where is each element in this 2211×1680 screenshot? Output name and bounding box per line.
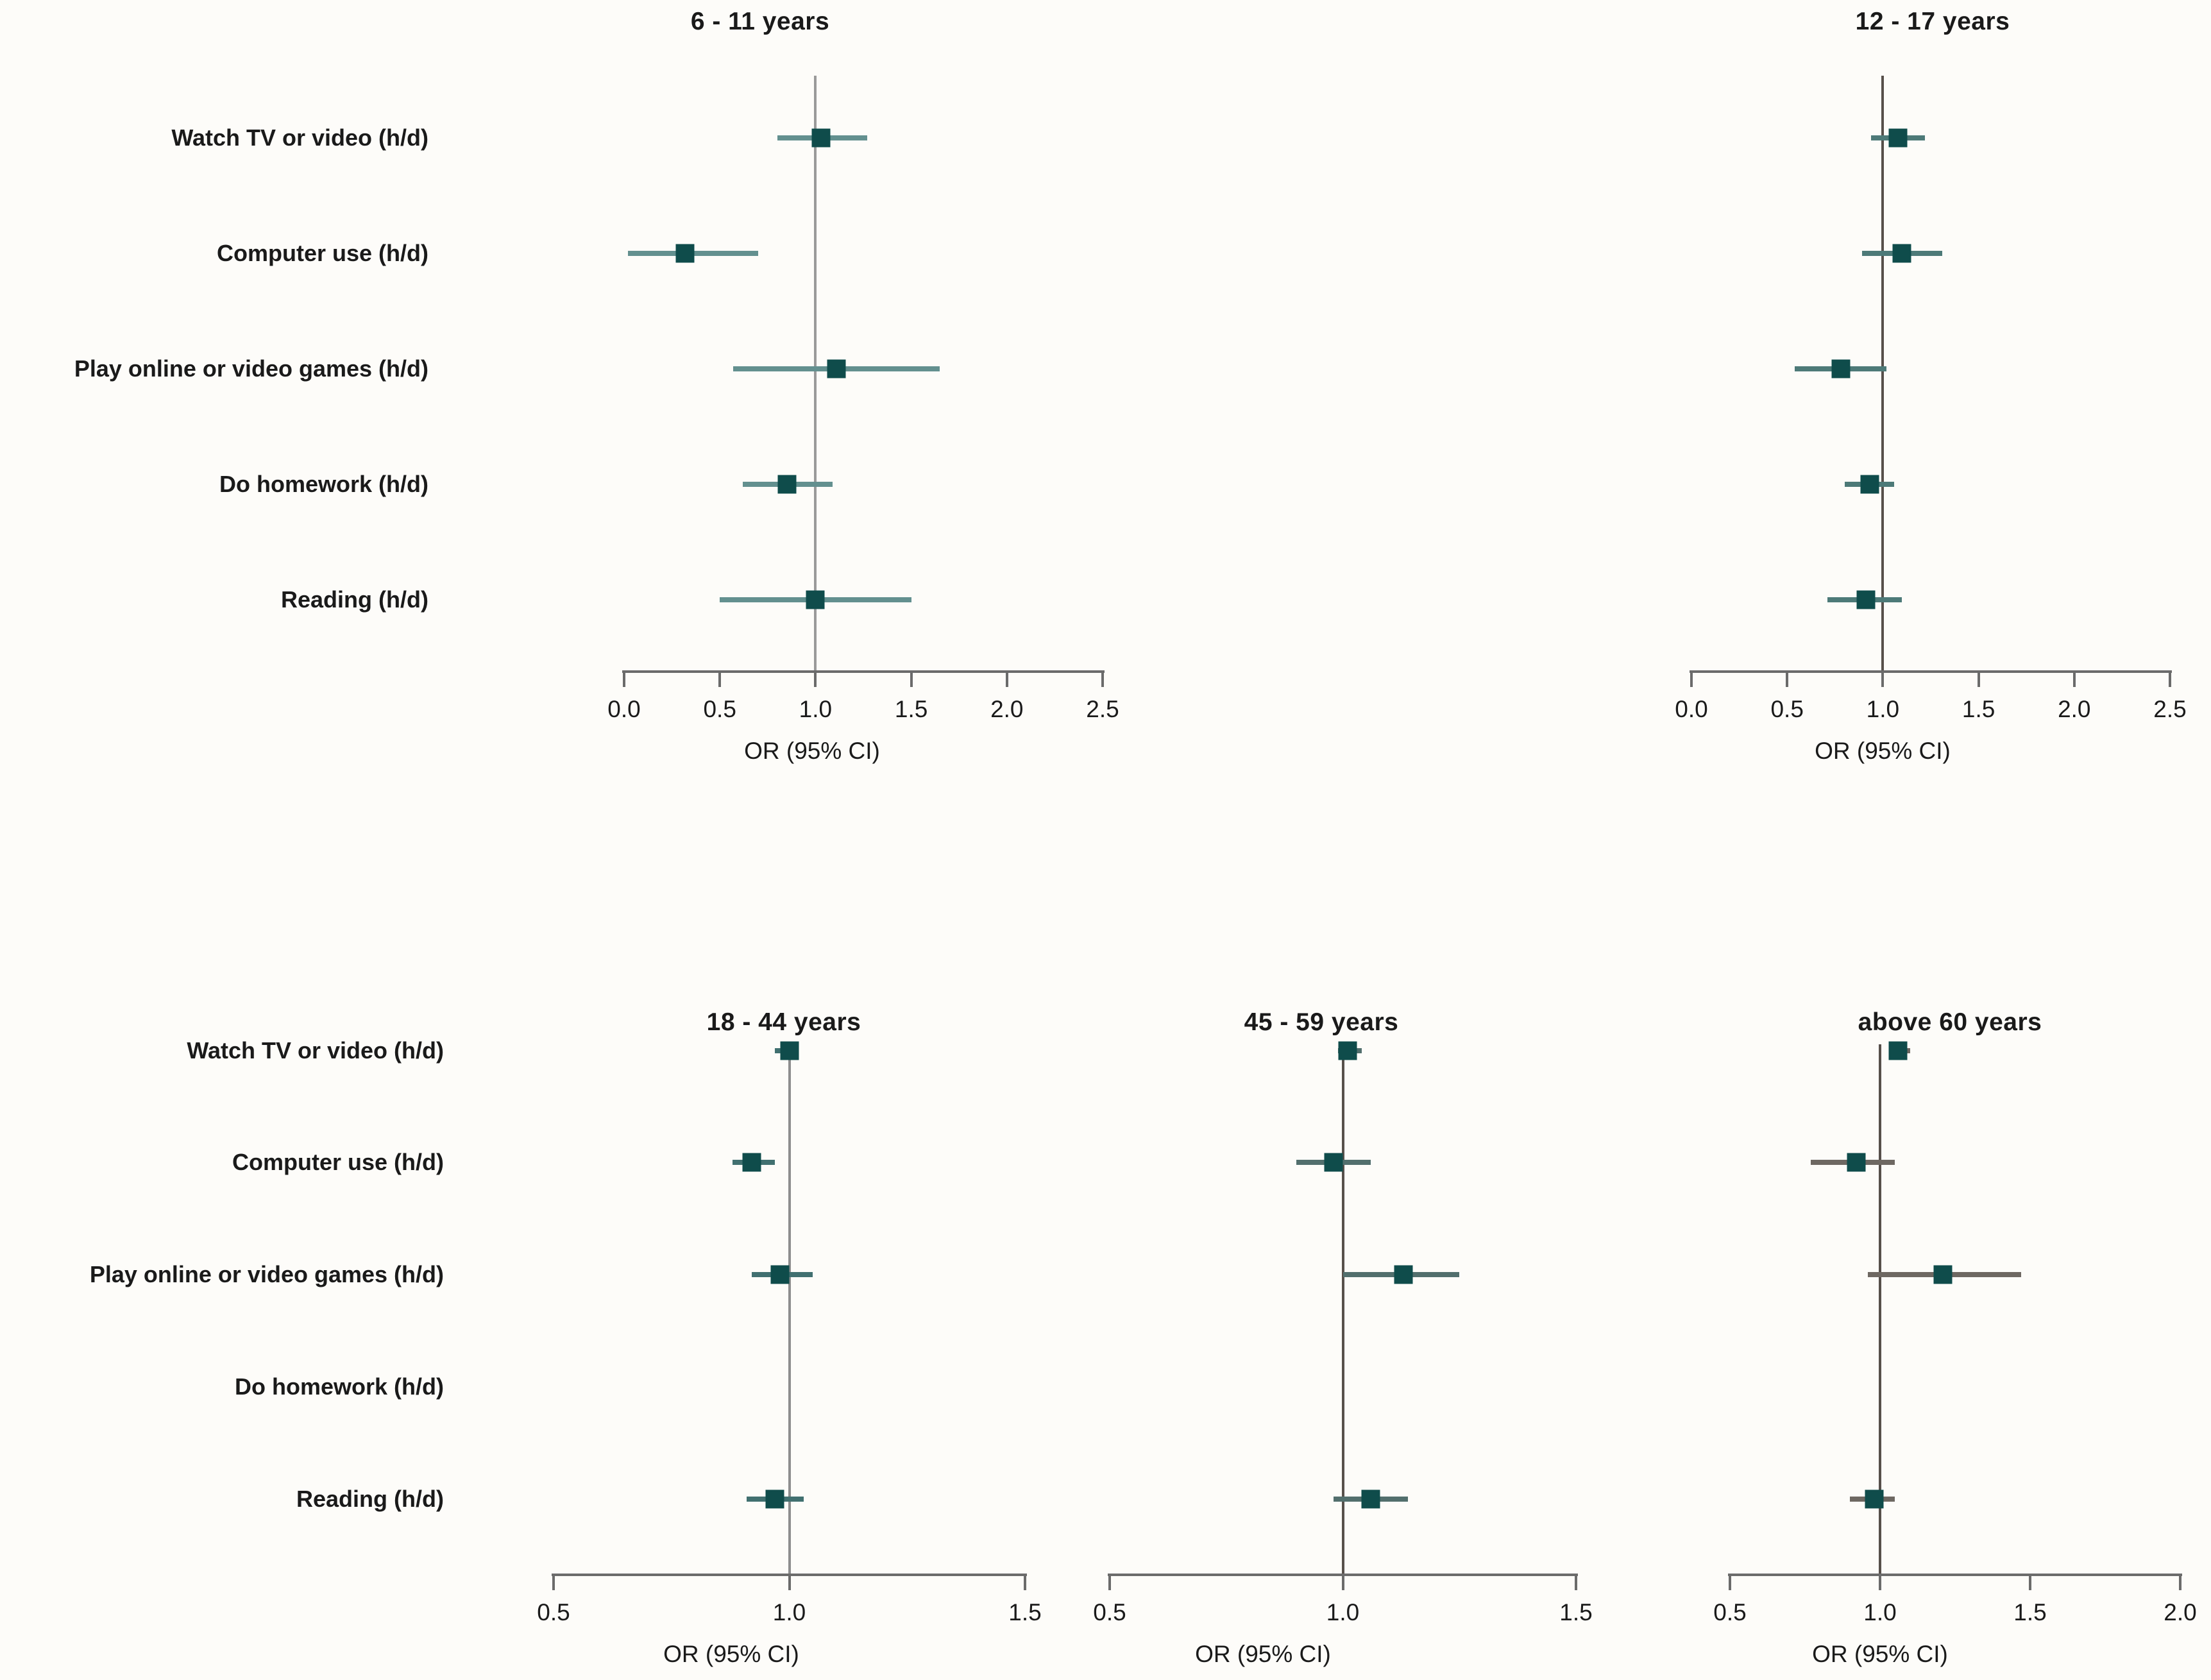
tick-label: 1.5 xyxy=(1961,696,1995,722)
panel-title: 45 - 59 years xyxy=(1244,1008,1399,1036)
forest-row-label: Reading (h/d) xyxy=(281,586,428,613)
tick-label: 1.0 xyxy=(1863,1599,1897,1625)
axis-tick xyxy=(1690,670,1693,687)
axis-tick xyxy=(1879,1574,1881,1590)
axis-tick xyxy=(2179,1574,2181,1590)
forest-row-label: Play online or video games (h/d) xyxy=(74,355,428,382)
tick-label: 0.0 xyxy=(1675,696,1708,722)
tick-label: 1.0 xyxy=(1866,696,1900,722)
or-point xyxy=(1888,128,1908,148)
axis-tick xyxy=(1786,670,1789,687)
x-axis-label: OR (95% CI) xyxy=(1195,1641,1331,1667)
tick-label: 0.0 xyxy=(607,696,641,722)
panel-title: above 60 years xyxy=(1858,1008,2042,1036)
or-point xyxy=(780,1041,799,1060)
forest-row-label: Play online or video games (h/d) xyxy=(89,1261,444,1287)
tick-label: 2.0 xyxy=(990,696,1024,722)
or-point xyxy=(1856,590,1876,609)
tick-label: 1.5 xyxy=(1559,1599,1593,1625)
reference-line xyxy=(1879,1044,1881,1574)
tick-label: 1.5 xyxy=(2013,1599,2047,1625)
tick-label: 1.5 xyxy=(894,696,928,722)
reference-line xyxy=(788,1044,791,1574)
reference-line xyxy=(1881,76,1885,670)
tick-label: 0.5 xyxy=(1093,1599,1126,1625)
or-point xyxy=(806,590,825,609)
axis-tick xyxy=(1341,1574,1344,1590)
tick-label: 0.5 xyxy=(537,1599,570,1625)
axis-tick xyxy=(1977,670,1980,687)
or-point xyxy=(1892,244,1911,263)
tick-label: 2.5 xyxy=(1086,696,1119,722)
axis-tick xyxy=(2169,670,2171,687)
forest-row-label: Watch TV or video (h/d) xyxy=(187,1037,444,1064)
or-point xyxy=(1394,1265,1413,1284)
or-point xyxy=(770,1265,790,1284)
axis-tick xyxy=(2029,1574,2031,1590)
tick-label: 0.5 xyxy=(1770,696,1804,722)
tick-label: 1.0 xyxy=(1326,1599,1360,1625)
x-axis xyxy=(1728,1574,2182,1576)
axis-tick xyxy=(910,670,913,687)
or-point xyxy=(1361,1489,1380,1509)
x-axis-label: OR (95% CI) xyxy=(1812,1641,1948,1667)
x-axis-label: OR (95% CI) xyxy=(1815,738,1951,764)
or-point xyxy=(1860,475,1879,494)
tick-label: 2.0 xyxy=(2058,696,2091,722)
axis-tick xyxy=(2072,670,2076,687)
tick-label: 0.5 xyxy=(703,696,736,722)
or-point xyxy=(1338,1041,1357,1060)
reference-line xyxy=(1341,1044,1344,1574)
or-point xyxy=(777,475,797,494)
or-point xyxy=(811,128,831,148)
axis-tick xyxy=(1024,1574,1026,1590)
or-point xyxy=(742,1153,761,1172)
or-point xyxy=(1888,1041,1908,1060)
or-point xyxy=(1831,359,1851,378)
axis-tick xyxy=(1108,1574,1111,1590)
tick-label: 1.5 xyxy=(1008,1599,1042,1625)
or-point xyxy=(1847,1153,1866,1172)
tick-label: 1.0 xyxy=(772,1599,806,1625)
or-point xyxy=(1324,1153,1343,1172)
forest-row-label: Computer use (h/d) xyxy=(217,240,428,266)
x-axis-label: OR (95% CI) xyxy=(744,738,880,764)
panel-title: 6 - 11 years xyxy=(690,8,830,35)
or-point xyxy=(1865,1489,1884,1509)
or-point xyxy=(675,244,695,263)
reference-line xyxy=(814,76,817,670)
forest-row-label: Reading (h/d) xyxy=(296,1486,444,1512)
panel-title: 18 - 44 years xyxy=(706,1008,861,1036)
tick-label: 1.0 xyxy=(799,696,833,722)
axis-tick xyxy=(814,670,817,687)
forest-row-label: Watch TV or video (h/d) xyxy=(171,124,428,151)
axis-tick xyxy=(1005,670,1008,687)
x-axis-label: OR (95% CI) xyxy=(663,1641,799,1667)
axis-tick xyxy=(1101,670,1104,687)
axis-tick xyxy=(718,670,722,687)
axis-tick xyxy=(1729,1574,1731,1590)
axis-tick xyxy=(788,1574,791,1590)
forest-row-label: Do homework (h/d) xyxy=(219,471,428,497)
x-axis xyxy=(1690,670,2172,673)
forest-row-label: Do homework (h/d) xyxy=(235,1373,444,1400)
or-point xyxy=(827,359,846,378)
or-point xyxy=(1933,1265,1953,1284)
tick-label: 2.0 xyxy=(2164,1599,2197,1625)
panel-title: 12 - 17 years xyxy=(1855,8,2010,35)
x-axis xyxy=(622,670,1105,673)
or-point xyxy=(765,1489,784,1509)
tick-label: 0.5 xyxy=(1713,1599,1747,1625)
axis-tick xyxy=(1575,1574,1577,1590)
forest-row-label: Computer use (h/d) xyxy=(232,1149,444,1175)
axis-tick xyxy=(552,1574,555,1590)
axis-tick xyxy=(1881,670,1885,687)
tick-label: 2.5 xyxy=(2153,696,2187,722)
axis-tick xyxy=(623,670,625,687)
